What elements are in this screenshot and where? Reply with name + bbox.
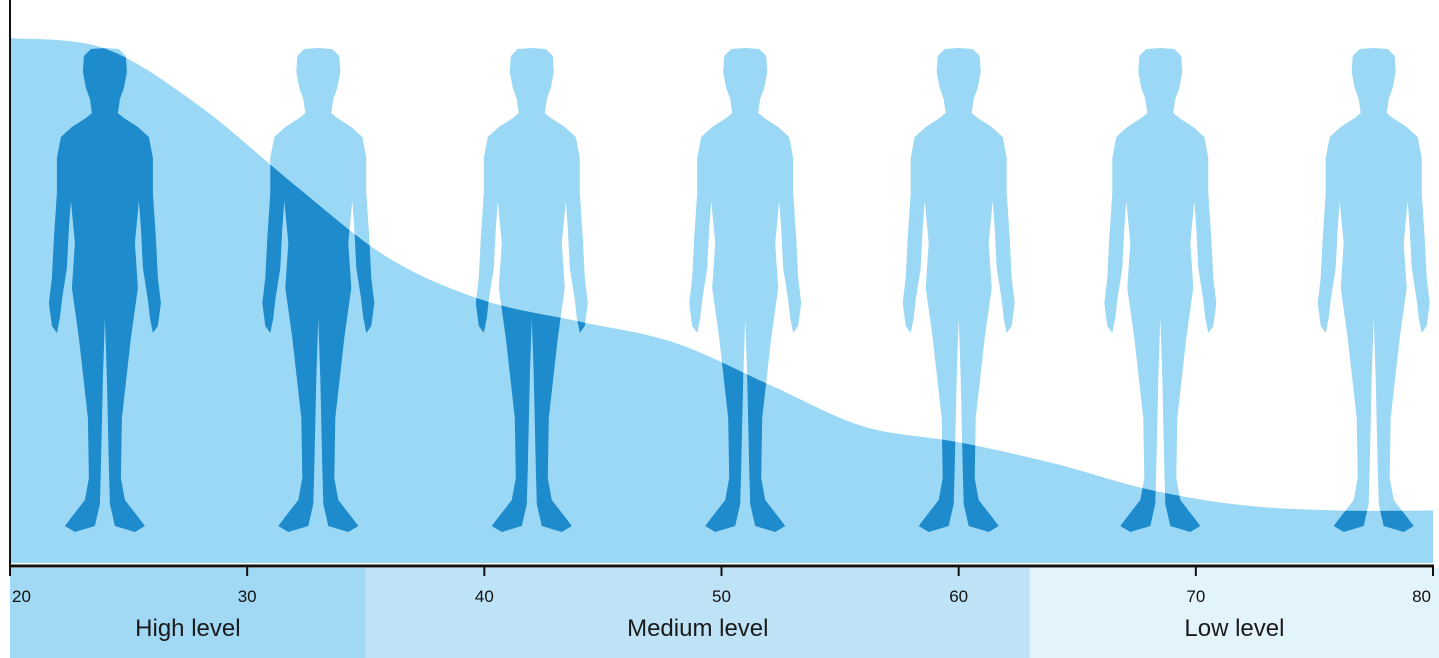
x-tick-label: 50 [712, 587, 731, 606]
x-tick-labels: 20 30 40 50 60 70 80 [9, 566, 1434, 606]
person-figure-icon [1317, 48, 1430, 532]
person-figure-icon [902, 48, 1015, 532]
level-area [10, 38, 1433, 563]
band-label-1: Medium level [627, 615, 768, 642]
band-labels: High level Medium level Low level [135, 615, 1284, 642]
x-tick-label: 70 [1186, 587, 1205, 606]
person-figure-icon [689, 48, 802, 532]
band-0 [10, 568, 366, 658]
x-tick-label: 60 [949, 587, 968, 606]
x-tick-label: 20 [12, 587, 31, 606]
band-1 [365, 568, 1030, 658]
x-tick-label: 80 [1412, 587, 1431, 606]
person-figure-overlap-icon [48, 48, 161, 532]
band-2 [1029, 568, 1439, 658]
band-label-0: High level [135, 615, 240, 642]
level-bands [10, 568, 1439, 658]
band-label-2: Low level [1184, 615, 1284, 642]
x-tick-label: 40 [475, 587, 494, 606]
x-tick-label: 30 [238, 587, 257, 606]
person-figure-icon [475, 48, 588, 532]
person-figure-icon [1104, 48, 1217, 532]
